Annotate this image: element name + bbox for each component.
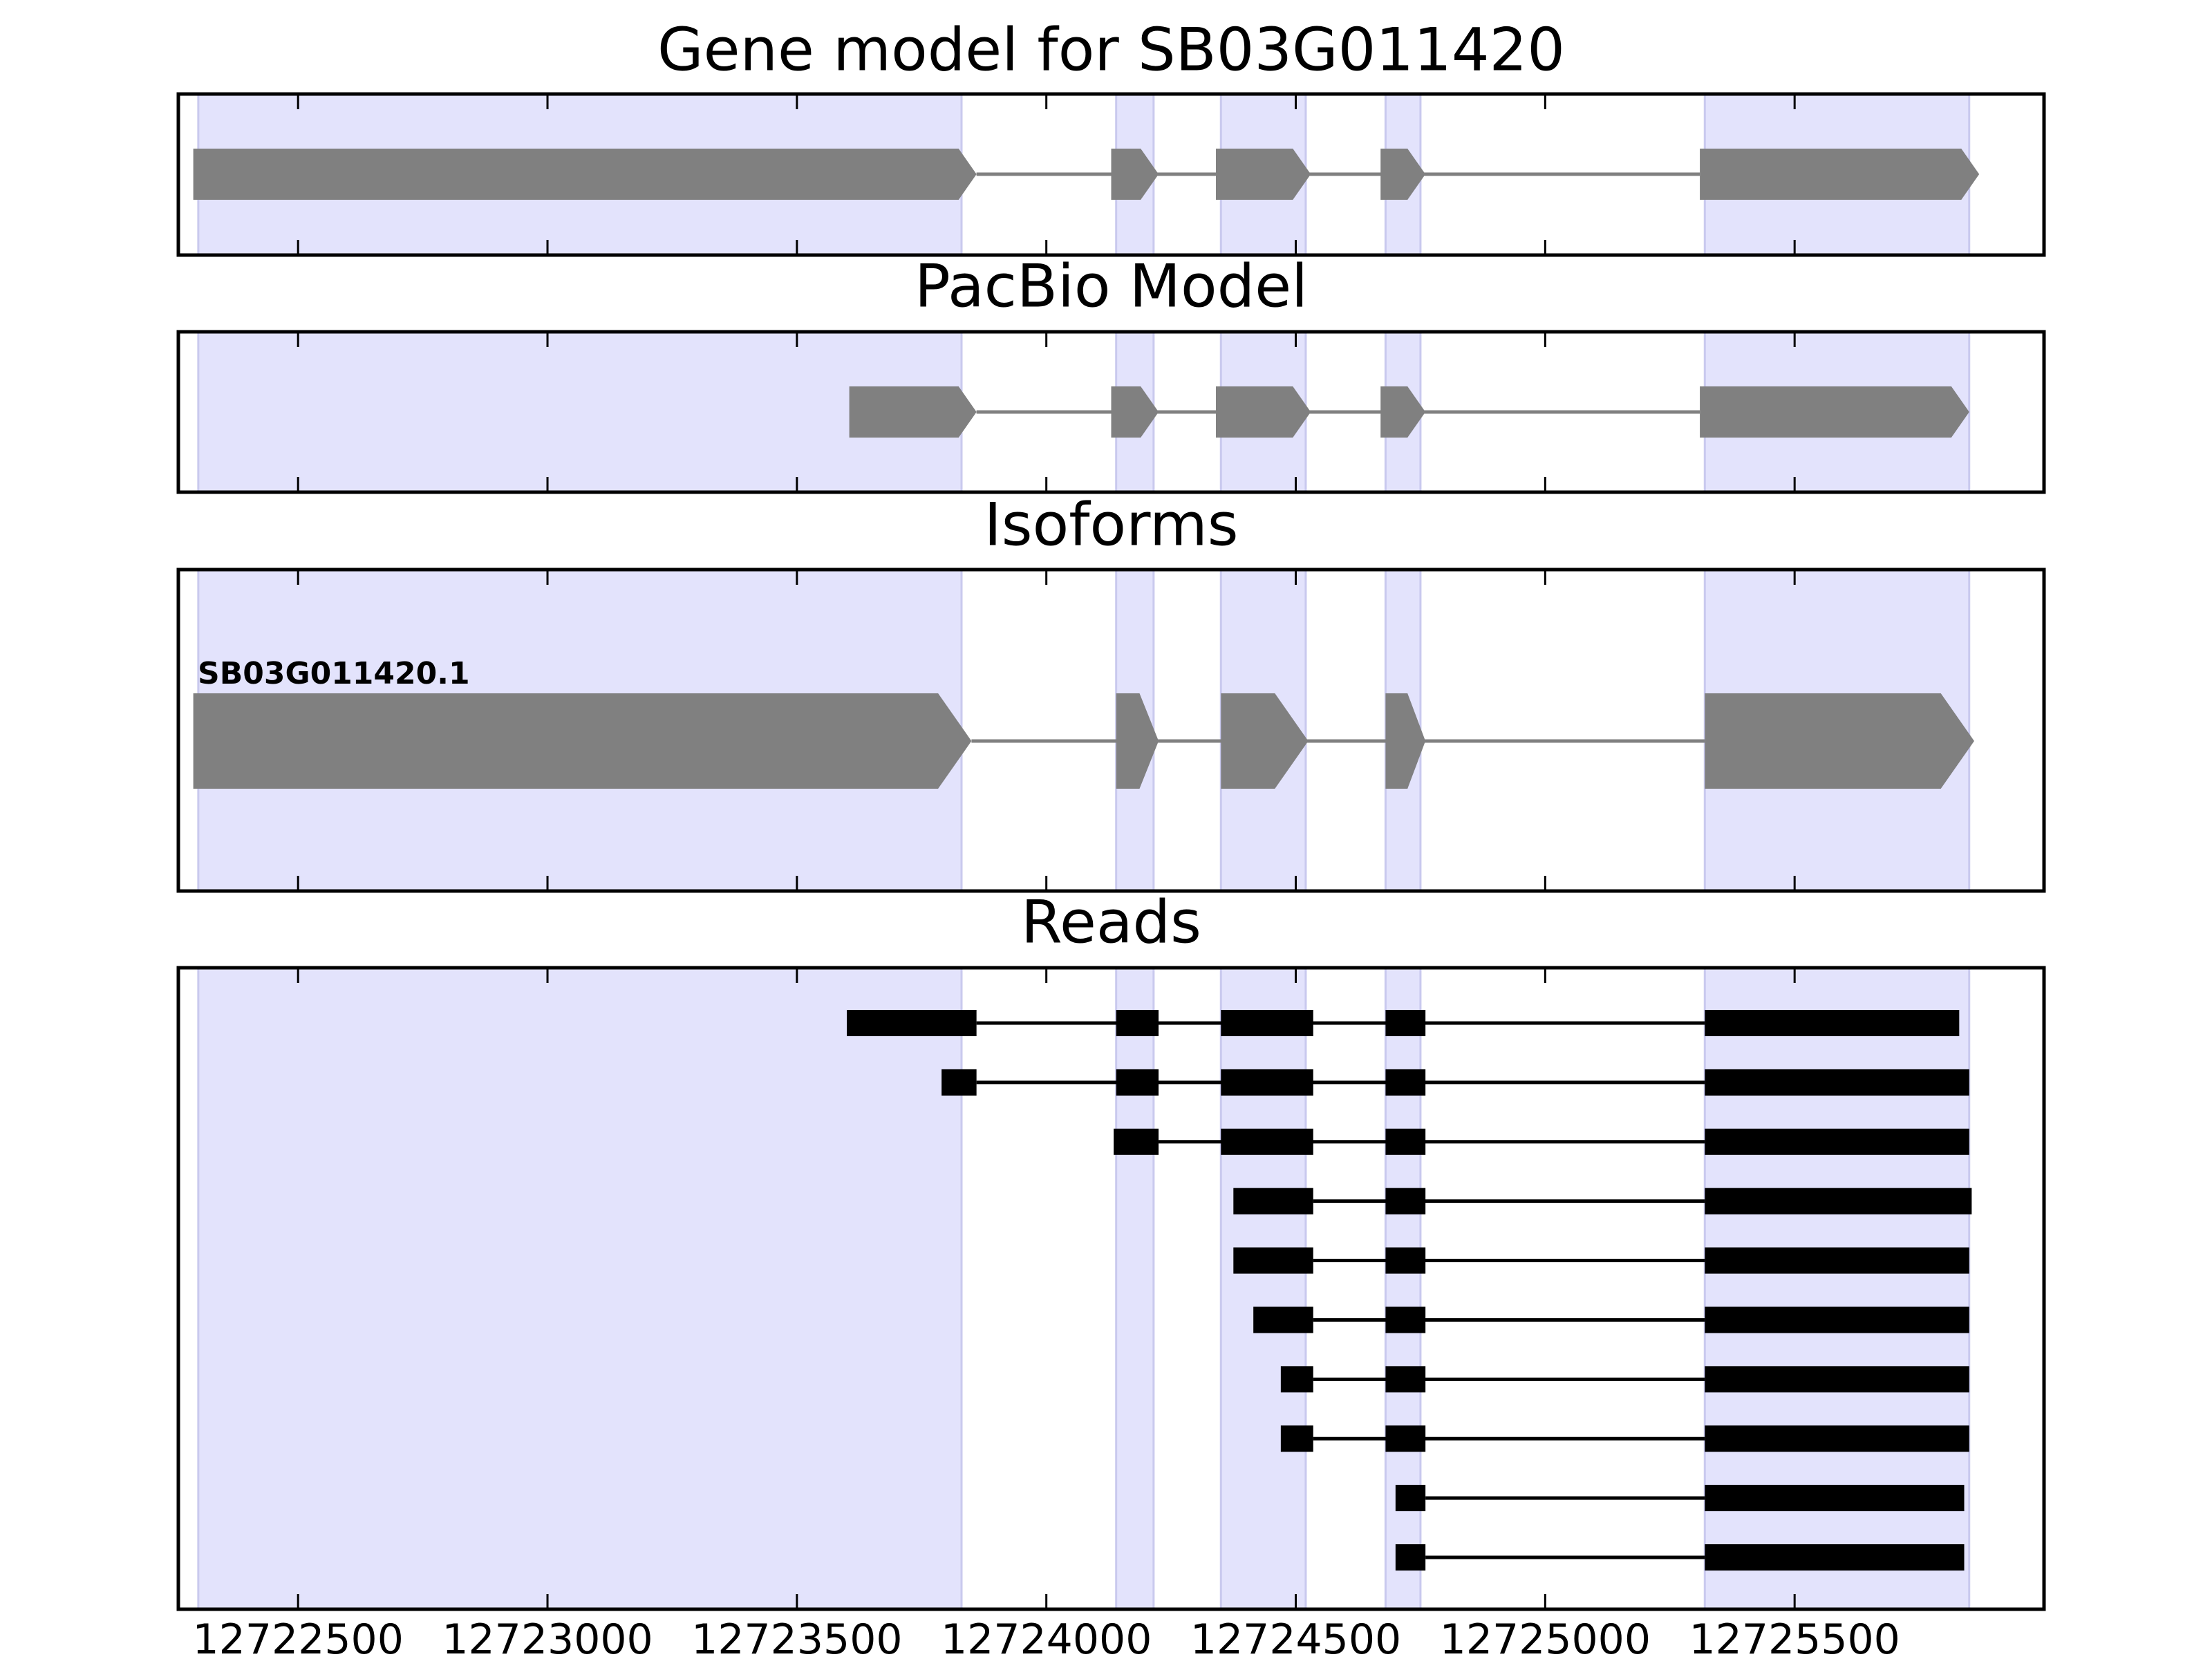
x-tick-label: 12724500 (1190, 1615, 1401, 1659)
exon-arrow (1111, 149, 1159, 200)
exon-arrow (849, 386, 977, 438)
read-block (1221, 1069, 1313, 1096)
read-block (1116, 1010, 1159, 1036)
read-block (1385, 1306, 1426, 1333)
exon-arrow (1700, 386, 1969, 438)
read-block (1705, 1069, 1969, 1096)
panel-title: PacBio Model (915, 252, 1308, 321)
exon-arrow (193, 149, 977, 200)
panel-title: Gene model for SB03G011420 (657, 15, 1565, 84)
read-row (1395, 1544, 1965, 1571)
exon-highlight-band (197, 966, 963, 1611)
panel-frame (176, 966, 2046, 1611)
exon-highlight-band (1115, 966, 1155, 1611)
exon-arrow (1380, 386, 1426, 438)
read-block (1253, 1306, 1313, 1333)
x-tick-label: 12722500 (193, 1615, 404, 1659)
exon-arrow (1116, 693, 1159, 789)
read-block (1280, 1425, 1313, 1452)
read-block (1221, 1128, 1313, 1155)
panel-frame (176, 330, 2046, 494)
exon-highlight-band (197, 330, 963, 494)
read-block (1114, 1128, 1159, 1155)
read-row (1233, 1247, 1969, 1274)
transcript-row: SB03G011420.1 (193, 656, 1974, 789)
read-row (1395, 1485, 1965, 1512)
isoform-label: SB03G011420.1 (198, 656, 470, 691)
transcript-row (193, 149, 1980, 200)
exon-arrow (193, 693, 972, 789)
read-row (1114, 1128, 1969, 1155)
read-block (1385, 1010, 1426, 1036)
x-tick-label: 12723500 (691, 1615, 902, 1659)
panel-frame (176, 92, 2046, 257)
read-row (847, 1010, 1960, 1036)
x-tick-label: 12724000 (941, 1615, 1152, 1659)
exon-highlight-band (1219, 966, 1307, 1611)
read-block (941, 1069, 977, 1096)
read-block (1705, 1544, 1965, 1571)
read-block (1705, 1128, 1969, 1155)
read-block (1233, 1188, 1313, 1215)
exon-arrow (1221, 693, 1309, 789)
panel-title: Reads (1021, 888, 1201, 957)
read-row (941, 1069, 1969, 1096)
exon-highlight-band (1703, 966, 1971, 1611)
read-row (1253, 1306, 1969, 1333)
exon-arrow (1216, 149, 1311, 200)
panel-isoforms: Isoforms SB03G011420.1 (176, 490, 2046, 893)
read-block (1385, 1128, 1426, 1155)
read-block (1221, 1010, 1313, 1036)
read-block (1395, 1544, 1426, 1571)
exon-highlight-band (1384, 966, 1422, 1611)
read-block (1705, 1425, 1969, 1452)
read-block (1705, 1188, 1972, 1215)
exon-arrow (1700, 149, 1980, 200)
read-block (1385, 1069, 1426, 1096)
read-block (1385, 1188, 1426, 1215)
transcript-row (849, 386, 1969, 438)
read-block (1385, 1425, 1426, 1452)
read-block (1705, 1247, 1969, 1274)
read-block (1395, 1485, 1426, 1512)
read-row (1233, 1188, 1972, 1215)
read-block (1385, 1366, 1426, 1393)
x-tick-label: 12725000 (1440, 1615, 1651, 1659)
read-block (1705, 1366, 1969, 1393)
panel-reads: Reads (176, 888, 2046, 1611)
read-row (1280, 1425, 1969, 1452)
panel-gene-model: Gene model for SB03G011420 (176, 15, 2046, 257)
read-block (1116, 1069, 1159, 1096)
panel-frame (176, 568, 2046, 893)
read-row (1280, 1366, 1969, 1393)
read-block (847, 1010, 977, 1036)
read-block (1233, 1247, 1313, 1274)
panel-pacbio-model: PacBio Model (176, 252, 2046, 494)
exon-arrow (1216, 386, 1311, 438)
x-tick-label: 12723000 (442, 1615, 653, 1659)
read-block (1705, 1485, 1965, 1512)
read-block (1385, 1247, 1426, 1274)
read-block (1705, 1010, 1960, 1036)
exon-arrow (1380, 149, 1426, 200)
read-block (1280, 1366, 1313, 1393)
read-block (1705, 1306, 1969, 1333)
exon-arrow (1705, 693, 1974, 789)
panel-title: Isoforms (984, 490, 1238, 559)
x-tick-label: 12725500 (1689, 1615, 1900, 1659)
exon-arrow (1385, 693, 1426, 789)
exon-arrow (1111, 386, 1159, 438)
